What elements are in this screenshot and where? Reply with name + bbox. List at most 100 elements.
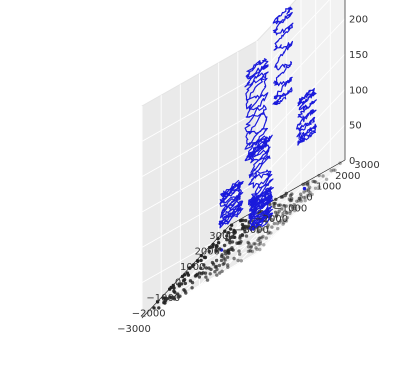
floor-point [208, 245, 212, 250]
floor-point [308, 185, 312, 189]
floor-point [297, 196, 302, 201]
floor-point [176, 292, 180, 296]
floor-point [249, 244, 253, 248]
floor-point [238, 252, 242, 256]
floor-point [248, 249, 253, 253]
floor-point [228, 235, 232, 240]
floor-point [236, 258, 240, 263]
floor-point [207, 249, 211, 254]
floor-point [193, 274, 198, 278]
floor-point [283, 218, 287, 222]
floor-point [267, 230, 271, 234]
floor-point [275, 221, 280, 226]
floor-point [216, 237, 220, 241]
floor-point [214, 248, 218, 252]
x-tick-label: −2000 [132, 309, 166, 320]
x-tick-label: 0 [175, 278, 181, 289]
floor-point [222, 243, 227, 248]
floor-point [246, 245, 251, 249]
floor-point [182, 288, 186, 292]
floor-point [299, 192, 303, 196]
floor-point [248, 249, 252, 253]
floor-point [152, 306, 156, 310]
floor-point [272, 201, 276, 206]
floor-point [246, 249, 251, 254]
floor-point [284, 219, 289, 223]
y-tick-label: 3000 [354, 160, 379, 171]
floor-point [329, 169, 333, 173]
trajectory-line [248, 134, 274, 219]
grid-z-side [141, 181, 258, 248]
floor-point [183, 281, 187, 286]
floor-point [298, 197, 303, 202]
floor-point [257, 242, 261, 247]
x-tick-label: −3000 [117, 324, 151, 335]
floor-point [317, 173, 321, 178]
floor-point [215, 273, 219, 277]
floor-point [279, 219, 283, 223]
floor-point [272, 204, 276, 209]
z-tick-label: 0 [349, 156, 355, 167]
floor-point [282, 220, 286, 225]
floor-point [290, 192, 294, 196]
floor-point [303, 198, 307, 203]
floor-point [284, 191, 288, 196]
floor-point [246, 240, 250, 245]
floor-point [187, 266, 192, 270]
floor-point [274, 197, 278, 202]
floor-points [152, 161, 342, 310]
floor-point [293, 208, 297, 213]
floor-point [288, 203, 293, 208]
floor-point [179, 282, 184, 286]
floor-point [288, 211, 292, 216]
grid-y-floor [237, 170, 327, 265]
grid-z-side [141, 146, 258, 213]
floor-point [230, 240, 235, 244]
floor-point [172, 289, 176, 293]
floor-point [302, 186, 307, 191]
floor-point [284, 211, 289, 215]
floor-point [157, 306, 161, 310]
floor-point [214, 244, 219, 248]
floor-point [301, 182, 305, 187]
tick-labels: −3000−2000−10000100020003000−3000−2000−1… [117, 15, 380, 335]
floor-point [308, 191, 312, 195]
floor-point [276, 203, 281, 207]
floor-point [188, 279, 193, 283]
floor-point [256, 238, 260, 242]
floor-point [261, 227, 265, 231]
floor-point [223, 229, 227, 233]
floor-point [264, 236, 268, 240]
floor-point [244, 218, 248, 223]
y-tick-label: 1000 [316, 182, 341, 193]
floor-point [226, 248, 230, 252]
floor-point [240, 222, 245, 227]
floor-point [238, 219, 243, 223]
floor-point [225, 234, 229, 238]
trajectory-line [218, 179, 244, 229]
floor-point [204, 275, 208, 279]
floor-point [308, 193, 312, 198]
floor-point [220, 253, 224, 257]
floor-point [195, 259, 200, 263]
grid-z-back [256, 0, 330, 77]
floor-point [211, 242, 215, 247]
floor-point [279, 195, 284, 199]
floor-point [169, 285, 173, 290]
floor-point [281, 211, 285, 216]
floor-point [180, 274, 185, 279]
floor-point [303, 195, 307, 199]
floor-point [280, 214, 285, 218]
floor-point [258, 242, 263, 246]
floor-point [258, 247, 262, 252]
x-tick-label: 2000 [195, 247, 220, 258]
floor-point [227, 238, 232, 242]
floor-point [313, 186, 318, 190]
floor-point [294, 206, 298, 211]
floor-point [210, 260, 215, 265]
trajectory-line [248, 186, 274, 232]
floor-point [258, 240, 262, 244]
floor-point [299, 199, 303, 203]
floor-point [218, 271, 222, 275]
